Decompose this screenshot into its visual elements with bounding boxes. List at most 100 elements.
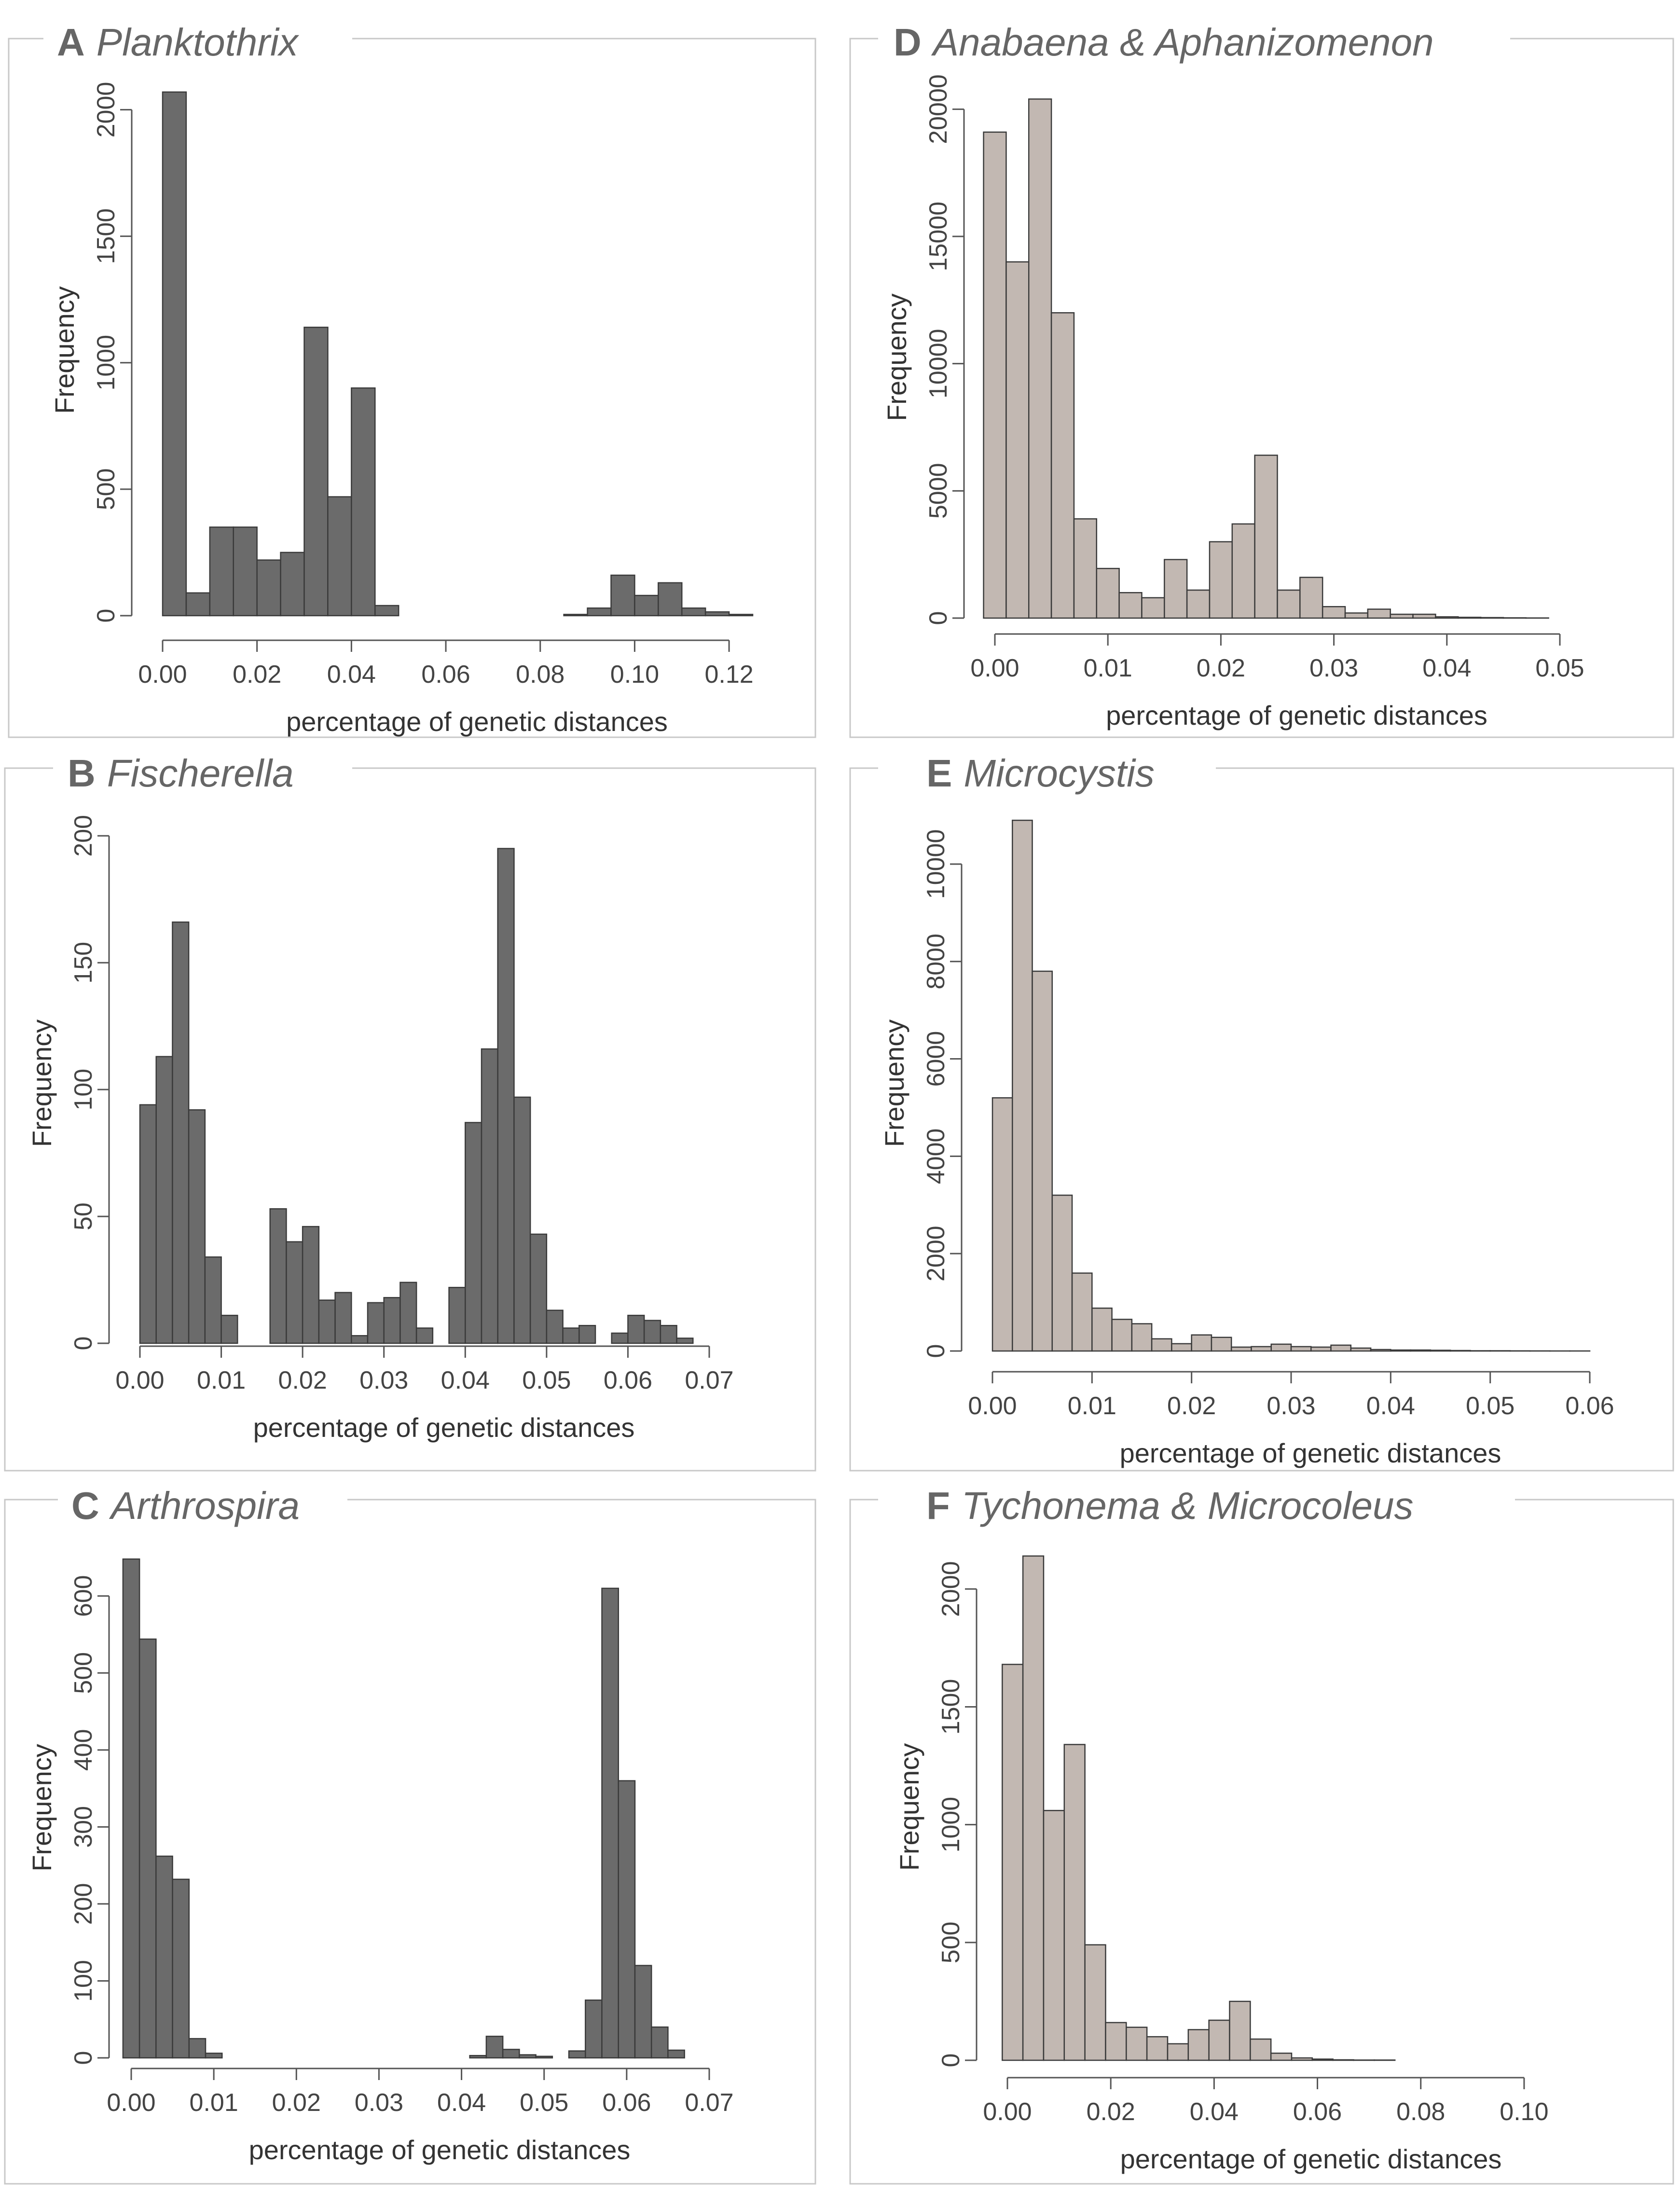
histogram-bar bbox=[562, 1327, 580, 1344]
histogram-bar bbox=[728, 614, 754, 617]
y-tick-label: 10000 bbox=[924, 329, 952, 399]
panel-frame bbox=[849, 767, 1674, 1472]
x-tick-label: 0.01 bbox=[197, 1366, 246, 1394]
y-axis-title: Frequency bbox=[894, 1743, 924, 1871]
histogram-bar bbox=[660, 1324, 677, 1344]
histogram-bar bbox=[448, 1287, 466, 1344]
y-tick-label: 0 bbox=[937, 2054, 965, 2068]
histogram-bar bbox=[469, 2054, 487, 2059]
y-tick-label: 400 bbox=[69, 1729, 97, 1771]
histogram-plot: 0 5000 10000 15000 20000 0.00 0.01 0.02 0.03 0.04… bbox=[881, 74, 1584, 731]
x-tick-label: 0.03 bbox=[359, 1366, 408, 1394]
y-tick-label: 300 bbox=[69, 1806, 97, 1848]
y-tick-label: 10000 bbox=[922, 829, 950, 899]
histogram-bar bbox=[318, 1299, 336, 1344]
histogram-bar bbox=[415, 1327, 434, 1344]
y-axis-title: Frequency bbox=[27, 1744, 57, 1872]
x-tick-label: 0.04 bbox=[1190, 2098, 1239, 2126]
y-axis-title: Frequency bbox=[49, 286, 80, 414]
histogram-bar bbox=[658, 582, 683, 617]
histogram-bar bbox=[1126, 2027, 1148, 2061]
histogram-bar bbox=[1111, 1319, 1133, 1352]
y-tick-label: 15000 bbox=[924, 202, 952, 272]
y-tick-label: 600 bbox=[69, 1575, 97, 1617]
histogram-bar bbox=[1032, 970, 1053, 1352]
x-tick-label: 0.04 bbox=[1422, 654, 1471, 682]
histogram-bar bbox=[334, 1292, 352, 1344]
panel-title: F Tychonema & Microcoleus bbox=[926, 1484, 1414, 1527]
x-tick-label: 0.04 bbox=[327, 661, 376, 689]
panel-letter: D bbox=[894, 21, 922, 64]
histogram-bar bbox=[1208, 2019, 1230, 2061]
y-tick-label: 8000 bbox=[922, 934, 950, 990]
histogram-bar bbox=[269, 1208, 287, 1344]
panel-title-background bbox=[878, 17, 1510, 65]
x-tick-label: 0.02 bbox=[1167, 1392, 1216, 1420]
histogram-bar bbox=[1330, 1344, 1352, 1352]
panel-frame bbox=[849, 1499, 1674, 2185]
y-tick-label: 500 bbox=[92, 468, 120, 510]
histogram-bar bbox=[485, 2036, 504, 2059]
y-tick-label: 2000 bbox=[92, 82, 120, 138]
panel-letter: F bbox=[926, 1484, 950, 1527]
histogram-bar bbox=[1063, 1744, 1086, 2061]
histogram-bar bbox=[1277, 589, 1301, 619]
histogram-bar bbox=[220, 1314, 238, 1344]
y-tick-label: 1000 bbox=[937, 1797, 965, 1853]
histogram-bar bbox=[205, 2053, 223, 2059]
histogram-bar bbox=[1131, 1323, 1153, 1352]
x-tick-label: 0.05 bbox=[522, 1366, 571, 1394]
histogram-bar bbox=[1270, 2053, 1293, 2061]
panel-letter: B bbox=[68, 752, 96, 795]
histogram-bar bbox=[1091, 1307, 1113, 1352]
histogram-bar bbox=[618, 1780, 636, 2059]
histogram-bar bbox=[1390, 613, 1414, 619]
panel-genus: Microcystis bbox=[964, 752, 1155, 795]
histogram-bar bbox=[529, 1233, 548, 1344]
histogram-bar bbox=[535, 2055, 553, 2059]
panel-genus: Fischerella bbox=[107, 752, 294, 795]
y-tick-label: 20000 bbox=[924, 74, 952, 144]
x-axis-title: percentage of genetic distances bbox=[1120, 1438, 1501, 1468]
x-tick-label: 0.02 bbox=[233, 661, 281, 689]
y-tick-label: 5000 bbox=[924, 463, 952, 519]
histogram-bar bbox=[634, 594, 659, 617]
histogram-bar bbox=[1012, 819, 1033, 1352]
histogram-bar bbox=[1230, 1346, 1252, 1352]
histogram-bar bbox=[481, 1048, 498, 1344]
histogram-bar bbox=[983, 131, 1007, 619]
panel-genus: Anabaena & Aphanizomenon bbox=[931, 21, 1434, 64]
panel-title-background bbox=[53, 745, 352, 794]
y-tick-label: 4000 bbox=[922, 1129, 950, 1185]
y-axis-title: Frequency bbox=[879, 1020, 909, 1147]
x-tick-label: 0.00 bbox=[138, 661, 187, 689]
panel-anabaena-aphanizomenon: D Anabaena & Aphanizomenon 0 5000 10000 1500… bbox=[849, 17, 1674, 738]
histogram-bar bbox=[209, 526, 234, 617]
histogram-bar bbox=[1435, 616, 1459, 619]
histogram-bar bbox=[676, 1337, 694, 1344]
histogram-bar bbox=[1191, 1334, 1212, 1352]
y-tick-label: 1000 bbox=[92, 335, 120, 391]
x-axis-title: percentage of genetic distances bbox=[1106, 700, 1487, 731]
histogram-bar bbox=[1311, 2058, 1334, 2061]
histogram-bar bbox=[587, 607, 612, 617]
histogram-bar bbox=[1071, 1272, 1093, 1352]
histogram-bar bbox=[1250, 2038, 1272, 2061]
x-tick-label: 0.01 bbox=[1068, 1392, 1116, 1420]
x-tick-label: 0.12 bbox=[704, 661, 753, 689]
x-tick-label: 0.05 bbox=[520, 2089, 568, 2117]
x-axis-title: percentage of genetic distances bbox=[253, 1412, 635, 1443]
histogram-bar bbox=[1050, 312, 1075, 619]
histogram-bar bbox=[1043, 1810, 1065, 2061]
histogram-bar bbox=[667, 2049, 685, 2059]
histogram-bar bbox=[185, 592, 211, 617]
histogram-bar bbox=[1073, 518, 1098, 619]
histogram-bar bbox=[374, 605, 399, 617]
histogram-bar bbox=[367, 1302, 385, 1344]
y-tick-label: 1500 bbox=[937, 1679, 965, 1735]
panel-title-background bbox=[878, 745, 1216, 794]
histogram-bar bbox=[497, 848, 515, 1344]
x-tick-label: 0.07 bbox=[685, 2089, 733, 2117]
histogram-bar bbox=[1022, 1555, 1045, 2061]
